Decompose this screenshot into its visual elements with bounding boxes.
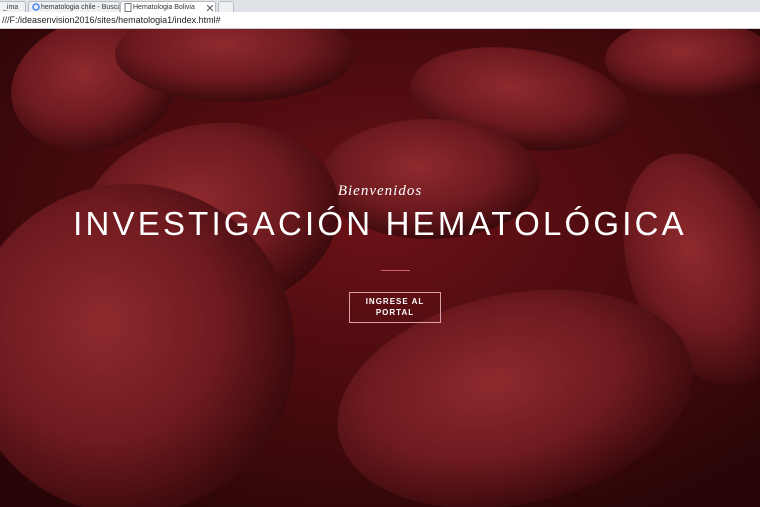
tab[interactable]: hematologia chile - Busca — [28, 1, 120, 12]
google-icon — [32, 3, 40, 11]
tab-title: Hematologia Bolivia — [133, 4, 195, 11]
new-tab[interactable] — [218, 1, 234, 12]
url: ///F:/ideasenvision2016/sites/hematologi… — [2, 15, 221, 25]
greeting: Bienvenidos — [337, 183, 423, 199]
page-icon — [124, 3, 132, 12]
tab[interactable]: Hematologia Bolivia — [120, 1, 216, 12]
divider — [381, 270, 410, 271]
hero-title: INVESTIGACIÓN HEMATOLÓGICA — [73, 205, 687, 242]
address-bar[interactable]: ///F:/ideasenvision2016/sites/hematologi… — [0, 12, 760, 29]
background-image — [0, 29, 760, 507]
hero: Bienvenidos INVESTIGACIÓN HEMATOLÓGICA I… — [0, 29, 760, 507]
tab-title: hematologia chile - Busca — [41, 4, 120, 11]
close-icon[interactable] — [207, 5, 213, 11]
tab-bar: _ima hematologia chile - Busca Hematolog… — [0, 0, 760, 12]
tab[interactable]: _ima — [0, 1, 26, 12]
portal-button[interactable]: INGRESE AL PORTAL — [349, 292, 441, 323]
tab-title: _ima — [3, 4, 19, 11]
